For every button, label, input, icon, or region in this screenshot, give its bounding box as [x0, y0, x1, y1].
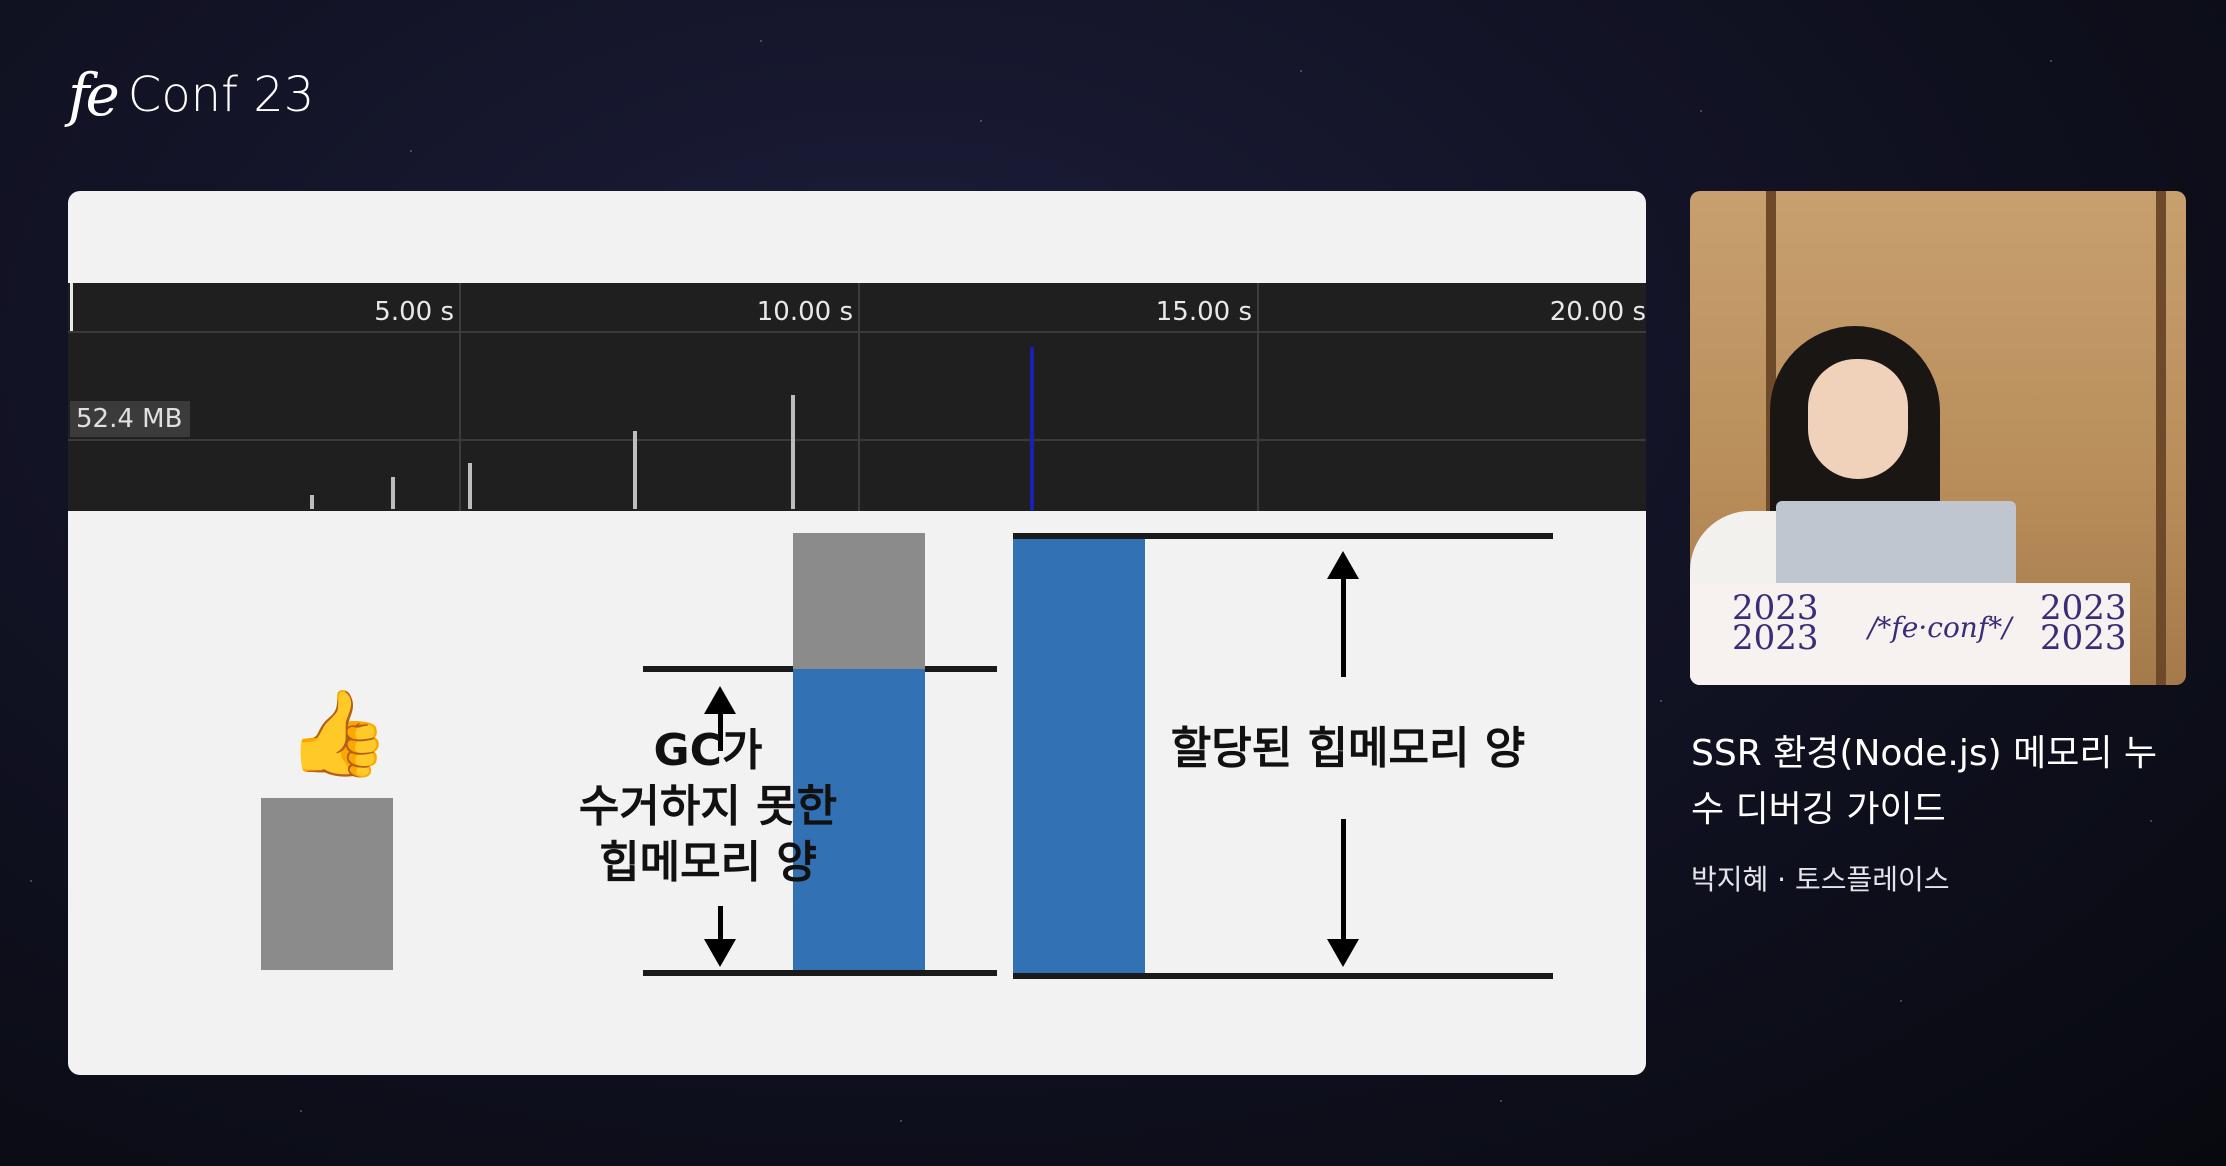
timeline-gridline	[68, 331, 1646, 333]
allocation-spike	[391, 477, 395, 509]
arrow-shaft	[1341, 819, 1346, 941]
arrow-up-icon	[1327, 551, 1359, 579]
gc-label-line3: 힙메모리 양	[599, 837, 817, 888]
arrow-shaft	[718, 711, 723, 751]
gc-label-line1: GC가	[653, 725, 763, 776]
thumbs-up-icon: 👍	[286, 684, 391, 782]
allocated-bottom-line	[1013, 973, 1553, 979]
allocated-memory-block	[1013, 539, 1145, 973]
arrow-shaft	[1341, 577, 1346, 677]
allocated-top-line	[1013, 533, 1553, 539]
podium	[1690, 583, 2130, 685]
timeline-cursor[interactable]	[1030, 347, 1034, 511]
tick-label-20s: 20.00 s	[1549, 297, 1646, 327]
timeline-gridline	[68, 439, 1646, 441]
allocation-spike	[633, 431, 637, 509]
lower-boundary-line	[643, 970, 997, 976]
tick-label-15s: 15.00 s	[1155, 297, 1252, 327]
talk-title: SSR 환경(Node.js) 메모리 누수 디버깅 가이드	[1691, 733, 2158, 830]
arrow-down-icon	[1327, 939, 1359, 967]
feconf-logo: fe Conf 23	[68, 60, 314, 130]
memory-timeline: 5.00 s 10.00 s 15.00 s 20.00 s 52.4 MB	[68, 283, 1646, 511]
logo-text: Conf 23	[127, 67, 315, 123]
podium-year: 2023	[2040, 618, 2127, 658]
arrow-shaft	[718, 906, 723, 946]
collected-memory-block	[793, 533, 925, 669]
gc-uncollected-label: GC가 수거하지 못한 힙메모리 양	[508, 723, 908, 891]
allocation-spike	[468, 463, 472, 509]
speaker-name: 박지혜 · 토스플레이스	[1691, 863, 1950, 896]
speaker-face	[1808, 359, 1908, 479]
wall-panel	[2156, 191, 2166, 685]
allocated-heap-label: 할당된 힙메모리 양	[1170, 723, 1526, 774]
tick-label-10s: 10.00 s	[756, 297, 853, 327]
presentation-slide: 5.00 s 10.00 s 15.00 s 20.00 s 52.4 MB 👍…	[68, 191, 1646, 1075]
podium-year: 2023	[1732, 588, 1819, 628]
timeline-start-marker	[70, 283, 73, 331]
tick-label-5s: 5.00 s	[374, 297, 454, 327]
arrow-up-icon	[704, 686, 736, 714]
podium-year: 2023	[2040, 588, 2127, 628]
tick-line-10s	[858, 283, 860, 511]
tick-line-5s	[459, 283, 461, 511]
healthy-memory-block	[261, 798, 393, 970]
memory-value-label: 52.4 MB	[70, 401, 190, 437]
podium-logo: /*fe·conf*/	[1868, 611, 2012, 644]
logo-mark: fe	[68, 61, 120, 129]
gc-label-line2: 수거하지 못한	[578, 781, 838, 832]
allocation-spike	[310, 495, 314, 509]
speaker-video: 2023 2023 2023 2023 /*fe·conf*/	[1690, 191, 2186, 685]
uncollected-memory-block	[793, 669, 925, 970]
tick-line-15s	[1257, 283, 1259, 511]
allocation-spike	[791, 395, 795, 509]
arrow-down-icon	[704, 939, 736, 967]
podium-year: 2023	[1732, 618, 1819, 658]
